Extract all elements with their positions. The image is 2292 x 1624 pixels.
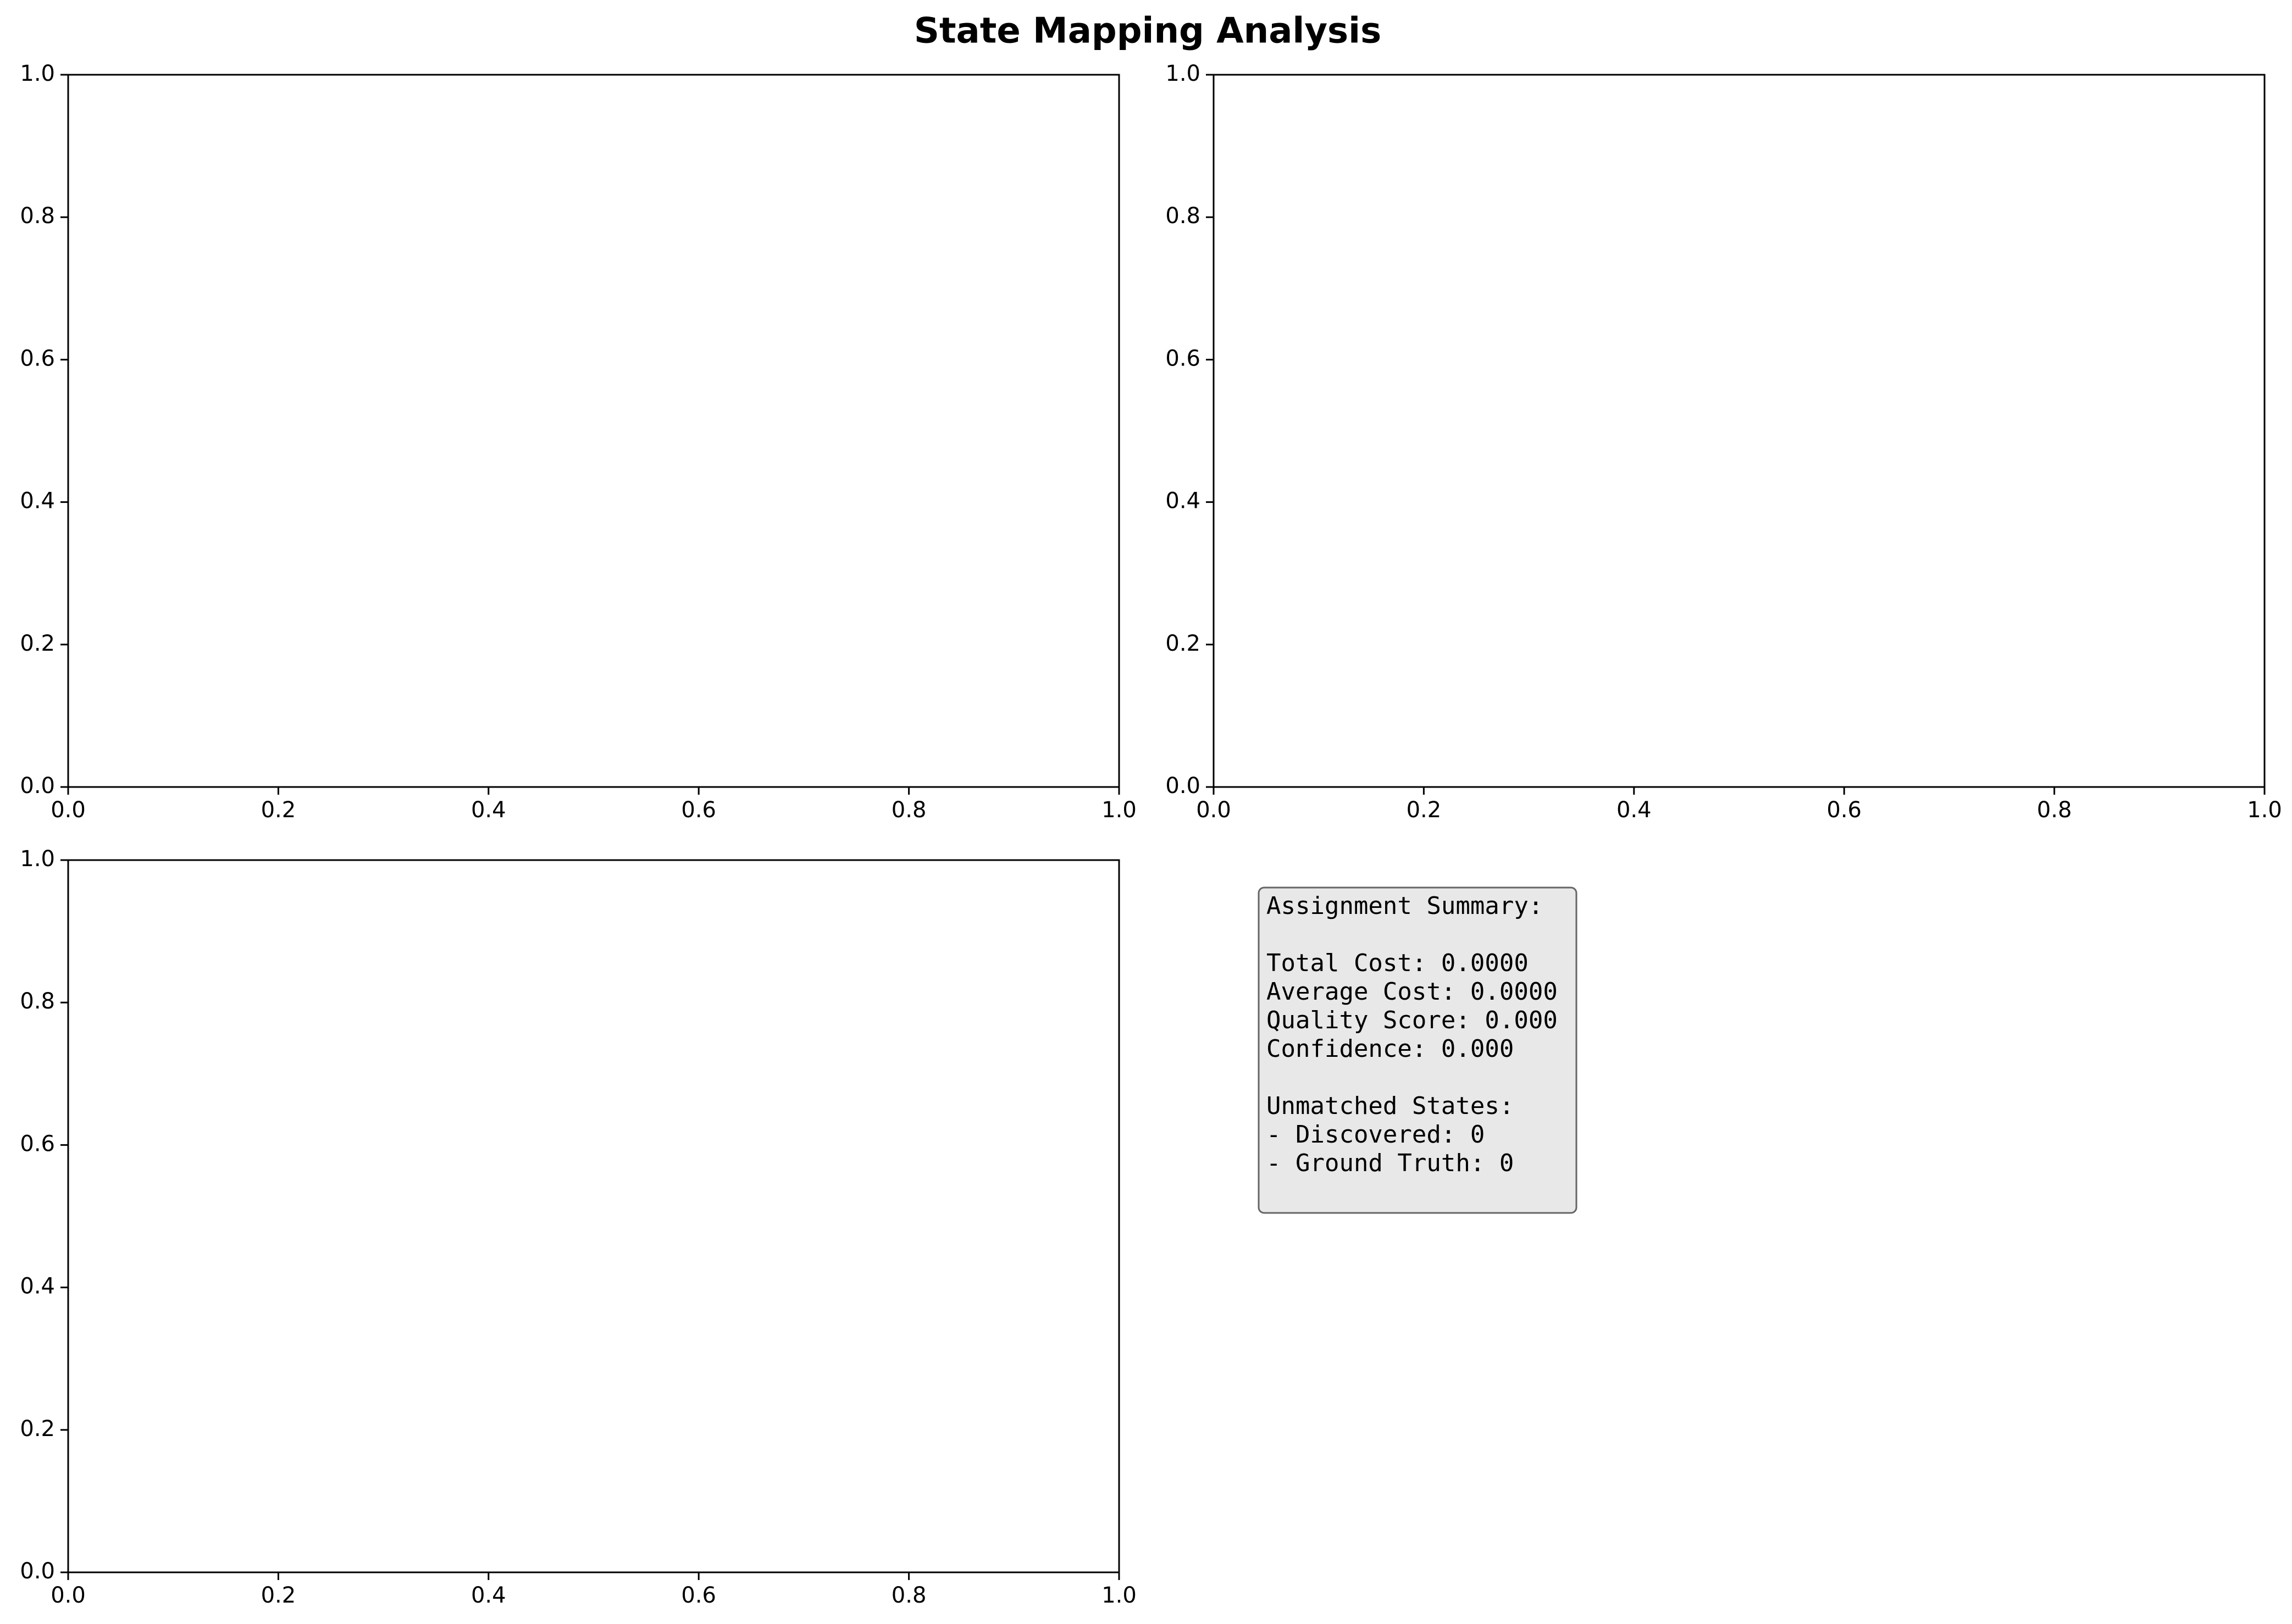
y-tick-label: 0.0 (20, 1559, 55, 1584)
summary-line: Total Cost: 0.0000 (1266, 949, 1529, 977)
chart-panel-bottom-left: 0.0 0.2 0.4 0.6 0.8 1.0 0.0 0.2 0.4 0.6 0.8 1.0 (20, 846, 1136, 1608)
summary-line: Unmatched States: (1266, 1092, 1514, 1120)
summary-line: - Discovered: 0 (1266, 1121, 1485, 1149)
y-tick-label: 0.6 (1165, 346, 1200, 371)
y-tick-label: 0.6 (20, 346, 55, 371)
x-tick-label: 0.2 (1407, 797, 1442, 823)
x-tick-label: 0.8 (2037, 797, 2072, 823)
x-tick-label: 0.0 (1196, 797, 1231, 823)
summary-box (1258, 886, 1577, 1214)
x-tick-label: 0.6 (1826, 797, 1862, 823)
plot-area-frame (1213, 74, 2266, 788)
x-tick-label: 0.2 (261, 1583, 296, 1608)
y-tick-label: 0.0 (1165, 773, 1200, 799)
y-tick-label: 0.4 (20, 1274, 55, 1299)
y-tick-label: 1.0 (1165, 61, 1200, 86)
summary-line: - Ground Truth: 0 (1266, 1149, 1514, 1177)
summary-line: Assignment Summary: (1266, 892, 1543, 920)
y-tick-label: 0.2 (20, 631, 55, 656)
y-tick-label: 0.8 (1165, 203, 1200, 229)
x-tick-label: 0.6 (681, 1583, 716, 1608)
x-tick-label: 0.8 (892, 1583, 927, 1608)
y-tick-label: 1.0 (20, 61, 55, 86)
x-tick-label: 0.2 (261, 797, 296, 823)
y-tick-label: 0.2 (1165, 631, 1200, 656)
y-tick-label: 0.8 (20, 989, 55, 1014)
plot-area-frame (67, 74, 1120, 788)
x-tick-label: 0.4 (471, 797, 506, 823)
y-tick-label: 0.4 (1165, 489, 1200, 514)
y-tick-label: 0.4 (20, 489, 55, 514)
y-tick-label: 0.0 (20, 773, 55, 799)
x-tick-label: 1.0 (2247, 797, 2282, 823)
summary-line: Quality Score: 0.000 (1266, 1006, 1558, 1034)
x-tick-label: 1.0 (1101, 797, 1137, 823)
y-tick-label: 1.0 (20, 846, 55, 872)
summary-line: Average Cost: 0.0000 (1266, 978, 1558, 1006)
plot-area-frame (67, 859, 1120, 1573)
chart-panel-top-left: 0.0 0.2 0.4 0.6 0.8 1.0 0.0 0.2 0.4 0.6 0.8 1.0 (20, 61, 1136, 823)
summary-line: Confidence: 0.000 (1266, 1035, 1514, 1063)
figure-title: State Mapping Analysis (914, 11, 1381, 52)
summary-panel: Assignment Summary: Total Cost: 0.0000Ave… (1258, 886, 1577, 1214)
x-tick-label: 0.8 (892, 797, 927, 823)
x-tick-label: 0.0 (51, 1583, 86, 1608)
x-tick-label: 0.4 (471, 1583, 506, 1608)
y-tick-label: 0.6 (20, 1131, 55, 1156)
x-tick-label: 0.4 (1616, 797, 1652, 823)
axes-layer: 0.0 0.2 0.4 0.6 0.8 1.00.00.20.40.60.81.00.0 0… (20, 61, 2282, 1608)
y-tick-label: 0.2 (20, 1416, 55, 1442)
x-tick-label: 0.0 (51, 797, 86, 823)
x-tick-label: 0.6 (681, 797, 716, 823)
y-tick-label: 0.8 (20, 203, 55, 229)
chart-panel-top-right: 0.0 0.2 0.4 0.6 0.8 1.0 0.0 0.2 0.4 0.6 0.8 1.0 (1165, 61, 2282, 823)
x-tick-label: 1.0 (1101, 1583, 1137, 1608)
